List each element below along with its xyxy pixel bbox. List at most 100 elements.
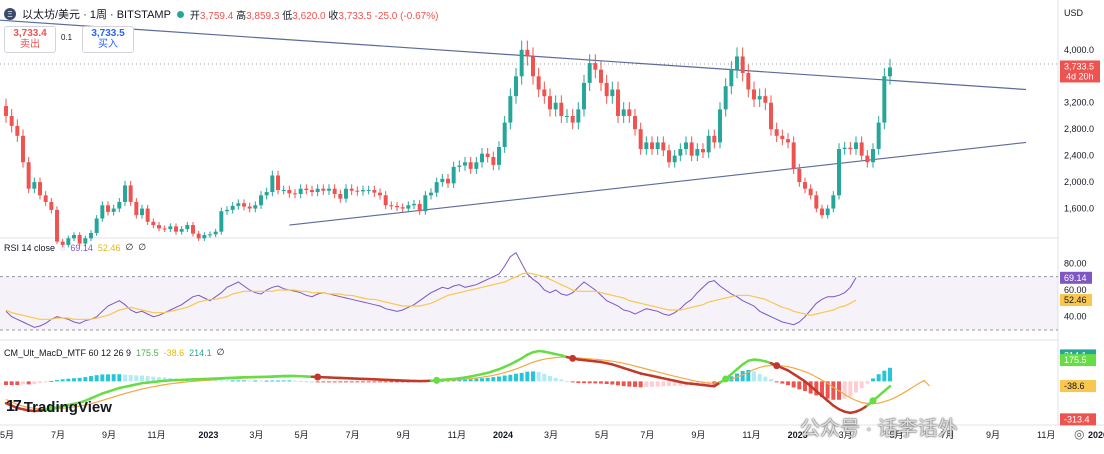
macd-legend[interactable]: CM_Ult_MacD_MTF 60 12 26 9 175.5 -38.6 2… bbox=[4, 347, 224, 358]
macd-histogram-bar bbox=[672, 381, 677, 386]
macd-histogram-bar bbox=[310, 381, 314, 383]
price-tick-label: 2,800.0 bbox=[1064, 124, 1094, 134]
macd-na: ∅ bbox=[216, 347, 225, 357]
symbol-title[interactable]: 以太坊/美元 · 1周 · BITSTAMP bbox=[22, 9, 171, 21]
macd-histogram-bar bbox=[49, 381, 54, 382]
candle-body bbox=[553, 102, 558, 110]
candle-body bbox=[157, 225, 161, 229]
rsi-tick-label: 40.00 bbox=[1064, 312, 1087, 322]
candle-body bbox=[111, 208, 116, 212]
candle-body bbox=[774, 129, 779, 136]
macd-histogram-bar bbox=[587, 381, 592, 384]
candle-body bbox=[757, 96, 762, 100]
rsi-legend[interactable]: RSI 14 close ◌ 69.14 52.46 ∅ ∅ bbox=[4, 242, 146, 253]
macd-histogram-bar bbox=[599, 381, 603, 384]
macd-tag-box bbox=[1060, 413, 1096, 426]
candle-body bbox=[242, 203, 246, 207]
candle-body bbox=[786, 139, 790, 143]
macd-histogram-bar bbox=[706, 381, 711, 384]
symbol-header[interactable]: Ξ 以太坊/美元 · 1周 · BITSTAMP 开3,759.4 高3,859… bbox=[4, 6, 438, 22]
macd-histogram-bar bbox=[395, 381, 399, 383]
candle-body bbox=[225, 209, 229, 212]
candle-body bbox=[304, 188, 309, 191]
candle-body bbox=[9, 115, 14, 126]
candle-body bbox=[140, 208, 144, 216]
candle-body bbox=[508, 96, 513, 123]
price-tick-label: 2,000.0 bbox=[1064, 177, 1094, 187]
candle-body bbox=[196, 233, 201, 239]
candle-body bbox=[497, 147, 501, 165]
candle-body bbox=[712, 135, 717, 143]
candle-body bbox=[185, 225, 190, 230]
candle-body bbox=[123, 185, 127, 202]
close-label: 收 bbox=[328, 10, 339, 22]
macd-histogram-bar bbox=[293, 380, 297, 382]
price-tick-label: 3,200.0 bbox=[1064, 98, 1094, 108]
candle-body bbox=[559, 102, 564, 116]
candle-body bbox=[480, 153, 484, 163]
candle-body bbox=[349, 188, 354, 191]
buy-button[interactable]: 3,733.5 买入 bbox=[82, 26, 134, 53]
candle-body bbox=[565, 115, 569, 117]
macd-histogram-bar bbox=[576, 381, 581, 384]
candle-body bbox=[587, 63, 592, 83]
histogram-value: 214.1 bbox=[189, 347, 212, 358]
macd-histogram-bar bbox=[83, 377, 88, 382]
candle-body bbox=[355, 190, 360, 192]
candle-body bbox=[134, 201, 139, 216]
macd-histogram-bar bbox=[287, 380, 292, 382]
time-tick-label: 11月 bbox=[147, 430, 165, 440]
change-value: -25.0 (-0.67%) bbox=[374, 10, 439, 22]
candle-body bbox=[678, 149, 683, 156]
macd-histogram-bar bbox=[38, 381, 42, 384]
macd-histogram-bar bbox=[502, 375, 507, 382]
candle-body bbox=[89, 233, 93, 239]
low-value: 3,620.0 bbox=[292, 10, 326, 22]
tradingview-mark-icon: 17 bbox=[6, 398, 22, 415]
candle-body bbox=[525, 49, 530, 57]
macd-histogram-bar bbox=[304, 381, 309, 383]
macd-histogram-bar bbox=[525, 371, 530, 382]
settings-gear-icon[interactable]: ◎ bbox=[1074, 427, 1085, 441]
candle-body bbox=[610, 89, 615, 97]
macd-tag-label: 175.5 bbox=[1064, 355, 1087, 365]
candle-body bbox=[599, 69, 603, 83]
macd-histogram-bar bbox=[888, 367, 892, 382]
candle-body bbox=[174, 226, 178, 232]
macd-histogram-bar bbox=[497, 376, 501, 382]
candle-body bbox=[77, 235, 82, 244]
candle-body bbox=[814, 195, 819, 209]
sell-button[interactable]: 3,733.4 卖出 bbox=[4, 26, 56, 53]
macd-histogram-bar bbox=[859, 381, 864, 389]
rsi-value-tag-box bbox=[1060, 271, 1092, 284]
candle-body bbox=[763, 96, 768, 103]
candle-body bbox=[627, 109, 632, 116]
candle-body bbox=[208, 234, 212, 236]
macd-histogram-bar bbox=[213, 380, 218, 382]
ohlc-values: 开3,759.4 高3,859.3 低3,620.0 收3,733.5 -25.… bbox=[190, 7, 439, 22]
macd-histogram-bar bbox=[111, 374, 116, 382]
price-tick-label: 4,000.0 bbox=[1064, 45, 1094, 55]
macd-histogram-bar bbox=[55, 380, 59, 382]
candle-body bbox=[740, 56, 745, 73]
macd-histogram-bar bbox=[740, 370, 745, 382]
macd-line-segment bbox=[883, 384, 892, 393]
candle-body bbox=[259, 195, 263, 206]
buy-label: 买入 bbox=[98, 39, 118, 50]
macd-histogram-bar bbox=[531, 371, 535, 382]
candle-body bbox=[548, 96, 552, 110]
macd-histogram-bar bbox=[820, 381, 824, 398]
macd-histogram-bar bbox=[276, 380, 280, 382]
macd-histogram-bar bbox=[123, 374, 127, 382]
macd-histogram-bar bbox=[389, 381, 394, 383]
rsi-settings-icon[interactable]: ◌ bbox=[60, 242, 66, 253]
candle-body bbox=[689, 142, 694, 156]
candle-body bbox=[848, 147, 853, 150]
macd-histogram-bar bbox=[145, 376, 150, 382]
currency-label[interactable]: USD bbox=[1064, 8, 1084, 18]
macd-histogram-bar bbox=[582, 381, 586, 384]
candle-body bbox=[321, 188, 326, 191]
candle-body bbox=[332, 188, 337, 194]
macd-histogram-bar bbox=[542, 373, 547, 382]
